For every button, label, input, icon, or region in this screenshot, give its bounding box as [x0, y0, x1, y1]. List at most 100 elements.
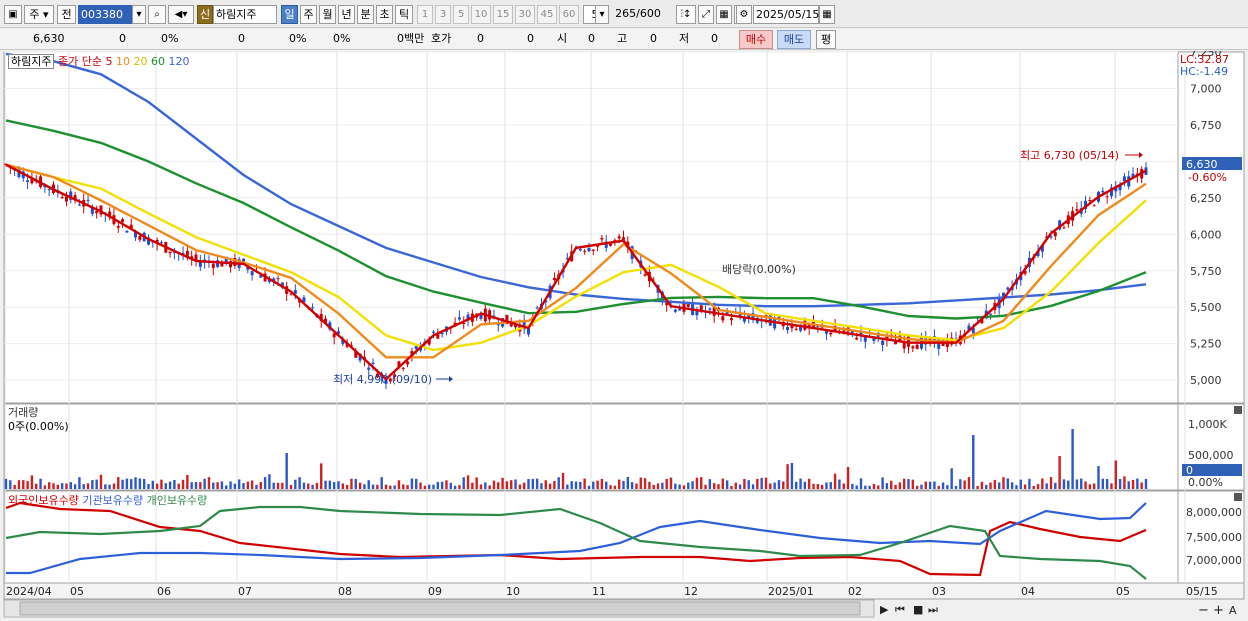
- candle-body: [505, 314, 509, 325]
- interval-1[interactable]: 1: [417, 5, 433, 24]
- volume-close-button[interactable]: [1234, 406, 1242, 414]
- interval-45[interactable]: 45: [537, 5, 557, 24]
- candle-body: [1053, 232, 1057, 237]
- calendar-icon[interactable]: ▦: [819, 5, 835, 24]
- volume-bar: [194, 482, 198, 489]
- tab-tick[interactable]: 틱: [395, 5, 413, 24]
- auto-icon[interactable]: A: [1229, 604, 1237, 617]
- count-value: 265: [615, 7, 637, 20]
- volume-bar: [1080, 478, 1083, 489]
- volume-bar: [160, 479, 163, 489]
- candle-body: [138, 235, 142, 240]
- code-dropdown-icon[interactable]: ▾: [132, 5, 146, 24]
- speaker-icon[interactable]: ◀▾: [168, 5, 194, 24]
- volume-bar: [199, 482, 202, 489]
- nav-last-icon[interactable]: ⏭: [928, 603, 938, 616]
- volume-bar: [60, 483, 64, 489]
- volume-bar: [717, 484, 720, 489]
- volume-bar: [406, 485, 409, 489]
- grid-icon[interactable]: ▦: [716, 5, 732, 24]
- volume-bar: [1062, 479, 1066, 489]
- interval-dropdown-icon[interactable]: ▾: [595, 5, 609, 24]
- quote-volume-pct: 0%: [289, 32, 307, 45]
- volume-bar: [125, 478, 129, 489]
- toolbar: ▣ 주 ▾ 전 003380 ▾ ⌕ ◀▾ 신 하림지주 일 주 월 년 분 초…: [0, 0, 1248, 28]
- tab-month[interactable]: 월: [319, 5, 336, 24]
- holdings-close-button[interactable]: [1234, 493, 1242, 501]
- date-tick-label: 2024/04: [6, 585, 52, 598]
- candle-body: [967, 325, 971, 332]
- interval-30[interactable]: 30: [515, 5, 535, 24]
- volume-bar: [445, 480, 448, 489]
- candle-body: [894, 340, 898, 345]
- volume-bar: [432, 484, 435, 489]
- buy-button[interactable]: 매수: [739, 30, 773, 49]
- window-icon[interactable]: ▣: [4, 5, 22, 24]
- tab-year[interactable]: 년: [338, 5, 355, 24]
- volume-bar: [337, 481, 340, 489]
- nav-first-icon[interactable]: ⏮: [895, 603, 905, 616]
- candle-body: [695, 311, 699, 316]
- legend-ma-5: 5: [105, 55, 113, 68]
- prev-button[interactable]: 전: [57, 5, 76, 24]
- stock-name-field[interactable]: 하림지주: [213, 5, 277, 24]
- candle-body: [665, 302, 669, 306]
- date-tick-label: 04: [1021, 585, 1035, 598]
- tab-day[interactable]: 일: [281, 5, 298, 24]
- quote-hoga1: 0: [477, 32, 484, 45]
- interval-60[interactable]: 60: [559, 5, 579, 24]
- sell-button[interactable]: 매도: [777, 30, 811, 49]
- credit-badge: 신: [197, 5, 213, 24]
- volume-bar: [397, 480, 401, 489]
- draw-icon[interactable]: ⤢: [698, 5, 714, 24]
- candle-body: [77, 204, 81, 206]
- nav-controls[interactable]: ▶ ⏮ ■ ⏭ − + A: [880, 603, 1237, 618]
- volume-bar: [734, 482, 737, 489]
- volume-bar: [1088, 484, 1092, 489]
- volume-bar: [1019, 479, 1022, 489]
- code-input[interactable]: 003380: [78, 5, 138, 24]
- candle-body: [116, 226, 120, 228]
- search-icon[interactable]: ⌕: [148, 5, 166, 24]
- chart-area[interactable]: 7,2507,0006,7506,5006,2506,0005,7505,500…: [0, 46, 1248, 621]
- volume-bar: [488, 485, 491, 489]
- tab-minute[interactable]: 분: [357, 5, 374, 24]
- nav-right-icon[interactable]: ▶: [880, 603, 889, 616]
- price-tick-label: 5,500: [1190, 301, 1222, 314]
- legend-stock-name[interactable]: 하림지주: [8, 54, 55, 69]
- volume-bar: [872, 484, 876, 489]
- volume-bar: [656, 483, 660, 489]
- volume-bar: [410, 478, 414, 489]
- volume-bar: [216, 482, 219, 489]
- candle-body: [432, 331, 435, 333]
- volume-bar: [471, 482, 474, 489]
- count-field[interactable]: 265/600: [612, 5, 664, 24]
- volume-bar: [173, 479, 176, 489]
- scrollbar-thumb[interactable]: [19, 601, 861, 616]
- volume-bar: [259, 481, 262, 489]
- candle-body: [514, 324, 518, 328]
- interval-5[interactable]: 5: [453, 5, 469, 24]
- date-field[interactable]: 2025/05/15: [753, 5, 819, 24]
- interval-10[interactable]: 10: [471, 5, 491, 24]
- zoom-in-icon[interactable]: +: [1213, 603, 1224, 618]
- candle-body: [712, 307, 716, 316]
- zoom-out-icon[interactable]: −: [1198, 603, 1209, 618]
- interval-15[interactable]: 15: [493, 5, 513, 24]
- candle-body: [436, 333, 440, 339]
- eval-button[interactable]: 평: [816, 30, 836, 49]
- chart-type-icon[interactable]: ⫶↕: [676, 5, 696, 24]
- volume-bar: [782, 481, 785, 489]
- volume-bar: [289, 484, 293, 489]
- tab-week[interactable]: 주: [300, 5, 317, 24]
- interval-3[interactable]: 3: [435, 5, 451, 24]
- period-select[interactable]: 주 ▾: [24, 5, 54, 24]
- gear-icon[interactable]: ⚙: [736, 5, 752, 24]
- nav-stop-icon[interactable]: ■: [913, 603, 923, 616]
- candle-body: [859, 332, 863, 336]
- tab-second[interactable]: 초: [376, 5, 393, 24]
- candle-body: [479, 315, 483, 319]
- chart-svg[interactable]: 7,2507,0006,7506,5006,2506,0005,7505,500…: [0, 46, 1248, 621]
- holdings-legend-individual: 개인보유수량: [146, 494, 208, 507]
- date-tick-label: 07: [238, 585, 252, 598]
